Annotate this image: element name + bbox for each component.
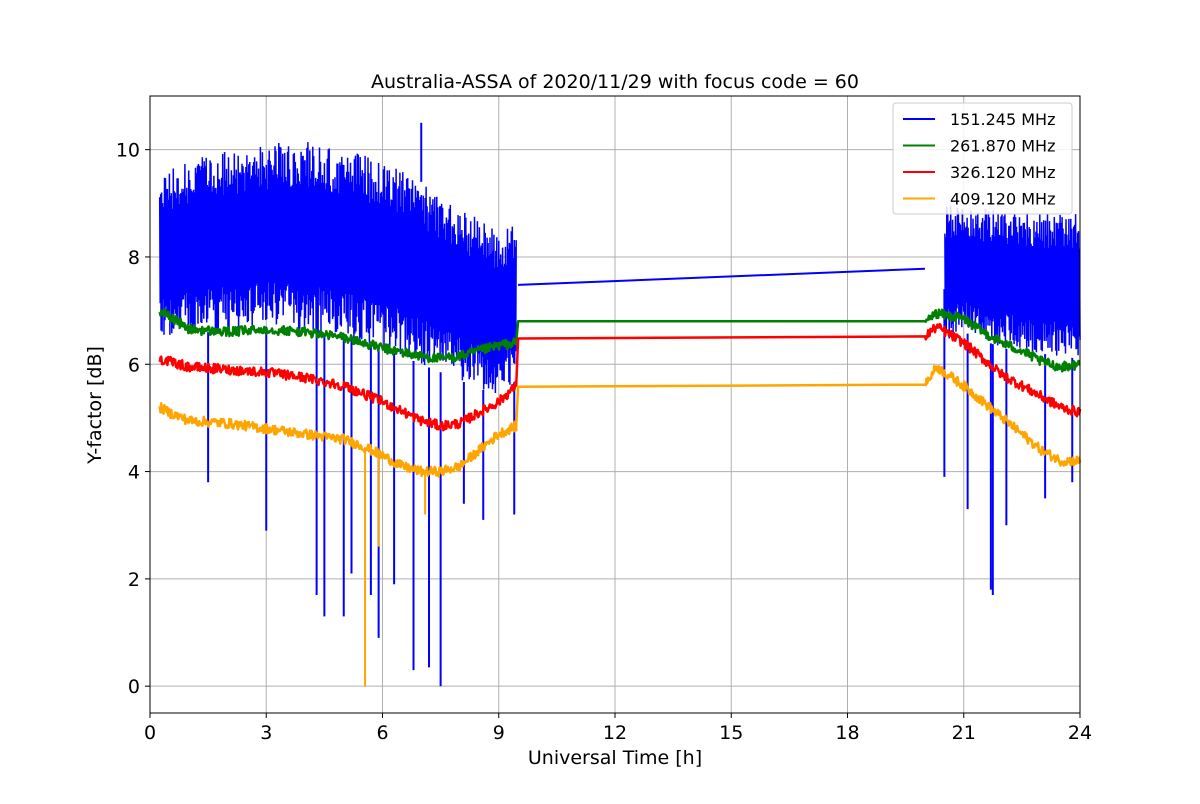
x-tick-label: 9	[493, 722, 505, 744]
y-tick-label: 4	[128, 462, 140, 484]
series-4	[158, 364, 1082, 687]
series-line	[158, 308, 1081, 373]
legend: 151.245 MHz 261.870 MHz 326.120 MHz 409.120…	[892, 102, 1073, 215]
series-gap-line	[518, 267, 926, 286]
x-tick-label: 21	[952, 722, 976, 744]
legend-box	[892, 102, 1073, 215]
x-tick-label: 18	[835, 722, 859, 744]
legend-label: 326.120 MHz	[950, 163, 1055, 182]
legend-label: 409.120 MHz	[950, 190, 1055, 209]
y-axis-label: Y-factor [dB]	[84, 346, 106, 465]
plot-area	[158, 122, 1082, 687]
legend-label: 151.245 MHz	[950, 110, 1055, 129]
x-tick-label: 15	[719, 722, 743, 744]
x-tick-label: 6	[376, 722, 388, 744]
y-tick-label: 0	[128, 676, 140, 698]
legend-label: 261.870 MHz	[950, 137, 1055, 156]
series-noise-band	[158, 142, 517, 394]
chart-title: Australia-ASSA of 2020/11/29 with focus …	[371, 71, 859, 93]
x-tick-label: 3	[260, 722, 272, 744]
series-line	[158, 364, 1082, 478]
series-line	[158, 322, 1082, 432]
y-tick-label: 8	[128, 247, 140, 269]
y-tick-label: 2	[128, 569, 140, 591]
x-tick-label: 24	[1068, 722, 1092, 744]
series-noise-band	[944, 205, 1081, 356]
series-2	[158, 308, 1081, 373]
y-tick-label: 10	[116, 140, 140, 162]
x-axis-label: Universal Time [h]	[528, 747, 702, 769]
x-tick-label: 0	[144, 722, 156, 744]
y-tick-label: 6	[128, 354, 140, 376]
x-tick-label: 12	[603, 722, 627, 744]
series-3	[158, 322, 1082, 432]
